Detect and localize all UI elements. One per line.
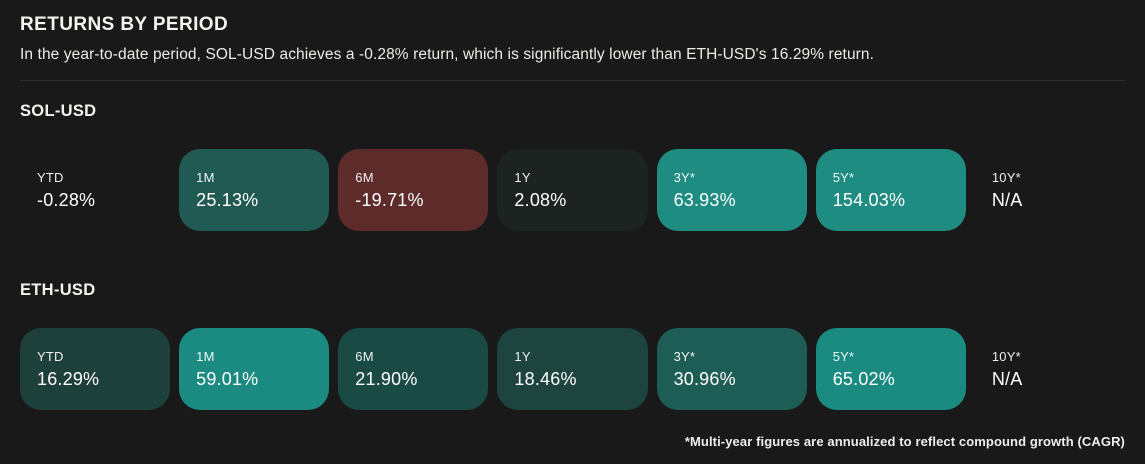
return-cell-eth-3y: 3Y* 30.96%: [656, 328, 807, 410]
returns-by-period-panel: RETURNS BY PERIOD In the year-to-date pe…: [20, 14, 1125, 449]
return-cell-eth-10y: 10Y* N/A: [975, 328, 1125, 410]
return-value: 63.93%: [673, 190, 736, 210]
divider: [20, 80, 1125, 81]
return-cell-sol-10y: 10Y* N/A: [975, 149, 1125, 231]
period-label: 1M: [196, 349, 215, 364]
return-value: 21.90%: [355, 369, 418, 389]
period-label: 6M: [355, 170, 374, 185]
return-cell-sol-ytd: YTD -0.28%: [20, 149, 170, 231]
return-value: 18.46%: [514, 369, 577, 389]
return-value: N/A: [991, 190, 1023, 210]
return-value: 65.02%: [832, 369, 895, 389]
return-value: 2.08%: [514, 190, 567, 210]
return-cell-eth-6m: 6M 21.90%: [338, 328, 489, 410]
period-label: 1M: [196, 170, 215, 185]
return-cell-eth-1y: 1Y 18.46%: [497, 328, 648, 410]
period-label: YTD: [37, 170, 64, 185]
period-label: 5Y*: [832, 349, 855, 364]
return-value: 25.13%: [196, 190, 259, 210]
period-label: 3Y*: [673, 349, 696, 364]
return-value: -19.71%: [355, 190, 424, 210]
return-value: -0.28%: [37, 190, 96, 210]
return-value: 30.96%: [673, 369, 736, 389]
return-value: N/A: [991, 369, 1023, 389]
return-cell-eth-ytd: YTD 16.29%: [20, 328, 171, 410]
return-cell-eth-1m: 1M 59.01%: [179, 328, 330, 410]
return-value: 59.01%: [196, 369, 259, 389]
section-eth-usd: ETH-USD YTD 16.29% 1M 59.01% 6M 21.90% 1…: [20, 281, 1125, 410]
return-cell-sol-5y: 5Y* 154.03%: [815, 149, 966, 231]
section-sol-usd: SOL-USD YTD -0.28% 1M 25.13% 6M -19.71% …: [20, 102, 1125, 231]
period-label: YTD: [37, 349, 64, 364]
period-label: 3Y*: [673, 170, 696, 185]
period-label: 1Y: [514, 349, 531, 364]
return-cell-sol-6m: 6M -19.71%: [338, 149, 489, 231]
page-title: RETURNS BY PERIOD: [20, 14, 229, 35]
return-cell-sol-1y: 1Y 2.08%: [497, 149, 648, 231]
return-cell-eth-5y: 5Y* 65.02%: [815, 328, 966, 410]
return-value: 154.03%: [832, 190, 906, 210]
return-cell-sol-3y: 3Y* 63.93%: [656, 149, 807, 231]
period-label: 1Y: [514, 170, 531, 185]
returns-row-sol: YTD -0.28% 1M 25.13% 6M -19.71% 1Y 2.08%…: [20, 149, 1125, 231]
period-label: 10Y*: [991, 349, 1021, 364]
returns-row-eth: YTD 16.29% 1M 59.01% 6M 21.90% 1Y 18.46%…: [20, 328, 1125, 410]
summary-text: In the year-to-date period, SOL-USD achi…: [20, 46, 875, 63]
period-label: 5Y*: [832, 170, 855, 185]
period-label: 6M: [355, 349, 374, 364]
return-cell-sol-1m: 1M 25.13%: [179, 149, 330, 231]
return-value: 16.29%: [37, 369, 100, 389]
asset-name-eth: ETH-USD: [20, 281, 96, 299]
period-label: 10Y*: [991, 170, 1021, 185]
asset-name-sol: SOL-USD: [20, 102, 97, 120]
footnote: *Multi-year figures are annualized to re…: [684, 434, 1125, 449]
